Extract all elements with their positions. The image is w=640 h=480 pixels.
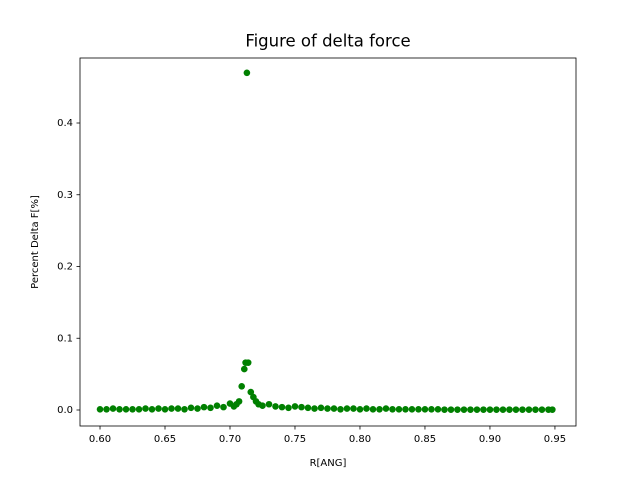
- scatter-point: [493, 406, 500, 413]
- y-tick-label: 0.0: [57, 405, 73, 416]
- scatter-point: [486, 406, 494, 413]
- chart-title: Figure of delta force: [245, 32, 410, 51]
- scatter-point: [382, 405, 390, 412]
- scatter-point: [428, 405, 435, 413]
- scatter-point: [467, 406, 474, 413]
- scatter-point: [499, 406, 507, 413]
- y-tick-label: 0.4: [57, 118, 73, 129]
- scatter-point: [142, 405, 149, 412]
- x-tick-label: 0.80: [349, 434, 371, 445]
- scatter-point: [155, 405, 162, 412]
- scatter-point: [447, 406, 455, 413]
- scatter-point: [363, 405, 370, 412]
- scatter-point: [207, 404, 214, 412]
- scatter-point: [168, 405, 175, 412]
- scatter-point: [272, 403, 279, 410]
- scatter-point: [525, 406, 533, 413]
- scatter-point: [238, 383, 245, 390]
- scatter-point: [408, 405, 416, 413]
- y-tick-label: 0.3: [57, 190, 73, 201]
- scatter-point: [549, 406, 556, 413]
- scatter-point: [434, 405, 442, 413]
- scatter-point: [103, 405, 110, 413]
- scatter-point: [122, 405, 130, 413]
- scatter-point: [304, 404, 312, 412]
- scatter-point: [480, 406, 487, 413]
- y-tick-label: 0.2: [57, 262, 73, 273]
- scatter-point: [109, 405, 117, 412]
- scatter-point: [174, 405, 182, 412]
- scatter-point: [243, 69, 251, 77]
- scatter-point: [460, 406, 468, 413]
- scatter-point: [473, 406, 481, 413]
- scatter-point: [311, 405, 318, 412]
- scatter-point: [389, 405, 396, 413]
- scatter-point: [337, 405, 344, 413]
- x-tick-label: 0.85: [414, 434, 436, 445]
- scatter-point: [291, 403, 299, 410]
- scatter-point: [161, 405, 169, 413]
- scatter-point: [506, 406, 513, 413]
- scatter-point: [148, 405, 156, 413]
- scatter-point: [220, 403, 227, 411]
- scatter-point: [259, 402, 266, 409]
- scatter-point: [298, 403, 305, 411]
- scatter-point: [512, 406, 520, 413]
- scatter-point: [116, 405, 123, 413]
- y-tick-label: 0.1: [57, 333, 73, 344]
- scatter-point: [415, 405, 422, 413]
- scatter-point: [532, 406, 539, 413]
- scatter-point: [278, 403, 286, 411]
- scatter-point: [240, 365, 248, 373]
- scatter-point: [194, 405, 201, 412]
- scatter-point: [244, 359, 252, 366]
- scatter-point: [187, 404, 195, 412]
- x-tick-label: 0.75: [284, 434, 306, 445]
- scatter-point: [376, 405, 383, 413]
- scatter-point: [129, 405, 136, 413]
- plot-frame: [79, 57, 577, 427]
- scatter-point: [454, 406, 461, 413]
- scatter-point: [317, 404, 325, 412]
- x-tick-label: 0.65: [154, 434, 176, 445]
- x-tick-label: 0.60: [89, 434, 111, 445]
- x-tick-label: 0.90: [479, 434, 501, 445]
- scatter-point: [285, 404, 292, 412]
- scatter-point: [181, 405, 188, 413]
- scatter-point: [538, 406, 546, 413]
- scatter-point: [421, 405, 429, 413]
- scatter-point: [395, 405, 403, 413]
- scatter-point: [350, 405, 357, 412]
- scatter-point: [441, 406, 448, 413]
- scatter-point: [213, 402, 221, 409]
- scatter-point: [369, 405, 377, 413]
- y-axis-label: Percent Delta F[%]: [30, 195, 41, 289]
- scatter-point: [265, 400, 273, 408]
- scatter-point: [356, 405, 364, 413]
- x-tick-label: 0.95: [544, 434, 566, 445]
- x-tick-label: 0.70: [219, 434, 241, 445]
- scatter-point: [247, 388, 255, 396]
- scatter-point: [235, 398, 243, 405]
- x-axis-label: R[ANG]: [310, 458, 347, 469]
- scatter-point: [402, 405, 409, 413]
- scatter-point: [96, 405, 104, 413]
- scatter-point: [330, 405, 338, 412]
- scatter-point: [200, 403, 208, 411]
- scatter-point: [343, 405, 351, 412]
- scatter-point: [519, 406, 526, 413]
- scatter-point: [324, 405, 331, 412]
- scatter-point: [135, 405, 143, 413]
